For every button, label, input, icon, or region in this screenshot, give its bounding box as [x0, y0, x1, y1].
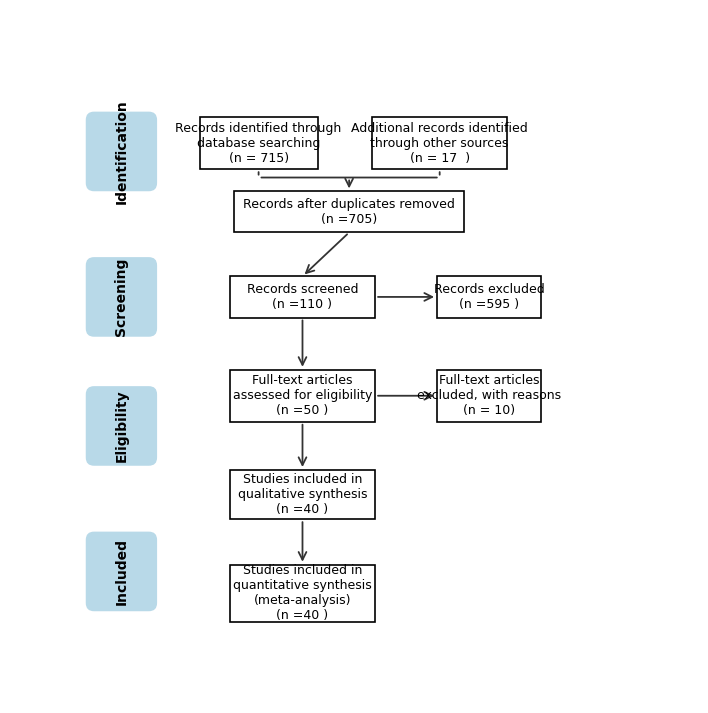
FancyBboxPatch shape [86, 386, 157, 466]
Bar [437, 277, 541, 317]
Bar [230, 277, 375, 317]
Text: Included: Included [115, 538, 128, 605]
Bar [437, 369, 541, 422]
Bar [372, 117, 507, 169]
Text: Records after duplicates removed
(n =705): Records after duplicates removed (n =705… [243, 198, 455, 226]
Text: Additional records identified
through other sources
(n = 17  ): Additional records identified through ot… [351, 122, 528, 165]
Text: Identification: Identification [115, 99, 128, 204]
Text: Studies included in
quantitative synthesis
(meta-analysis)
(n =40 ): Studies included in quantitative synthes… [233, 565, 372, 622]
Text: Records identified through
database searching
(n = 715): Records identified through database sear… [176, 122, 342, 165]
Text: Full-text articles
assessed for eligibility
(n =50 ): Full-text articles assessed for eligibil… [233, 374, 372, 417]
Text: Eligibility: Eligibility [115, 389, 128, 462]
Bar [200, 117, 318, 169]
Text: Studies included in
qualitative synthesis
(n =40 ): Studies included in qualitative synthesi… [238, 473, 367, 516]
Bar [230, 470, 375, 519]
Bar [234, 191, 464, 232]
Text: Full-text articles
excluded, with reasons
(n = 10): Full-text articles excluded, with reason… [417, 374, 561, 417]
FancyBboxPatch shape [86, 257, 157, 337]
Bar [230, 565, 375, 622]
Text: Records screened
(n =110 ): Records screened (n =110 ) [247, 283, 358, 311]
Text: Records excluded
(n =595 ): Records excluded (n =595 ) [434, 283, 544, 311]
Text: Screening: Screening [115, 257, 128, 336]
FancyBboxPatch shape [86, 532, 157, 611]
FancyBboxPatch shape [86, 112, 157, 191]
Bar [230, 369, 375, 422]
